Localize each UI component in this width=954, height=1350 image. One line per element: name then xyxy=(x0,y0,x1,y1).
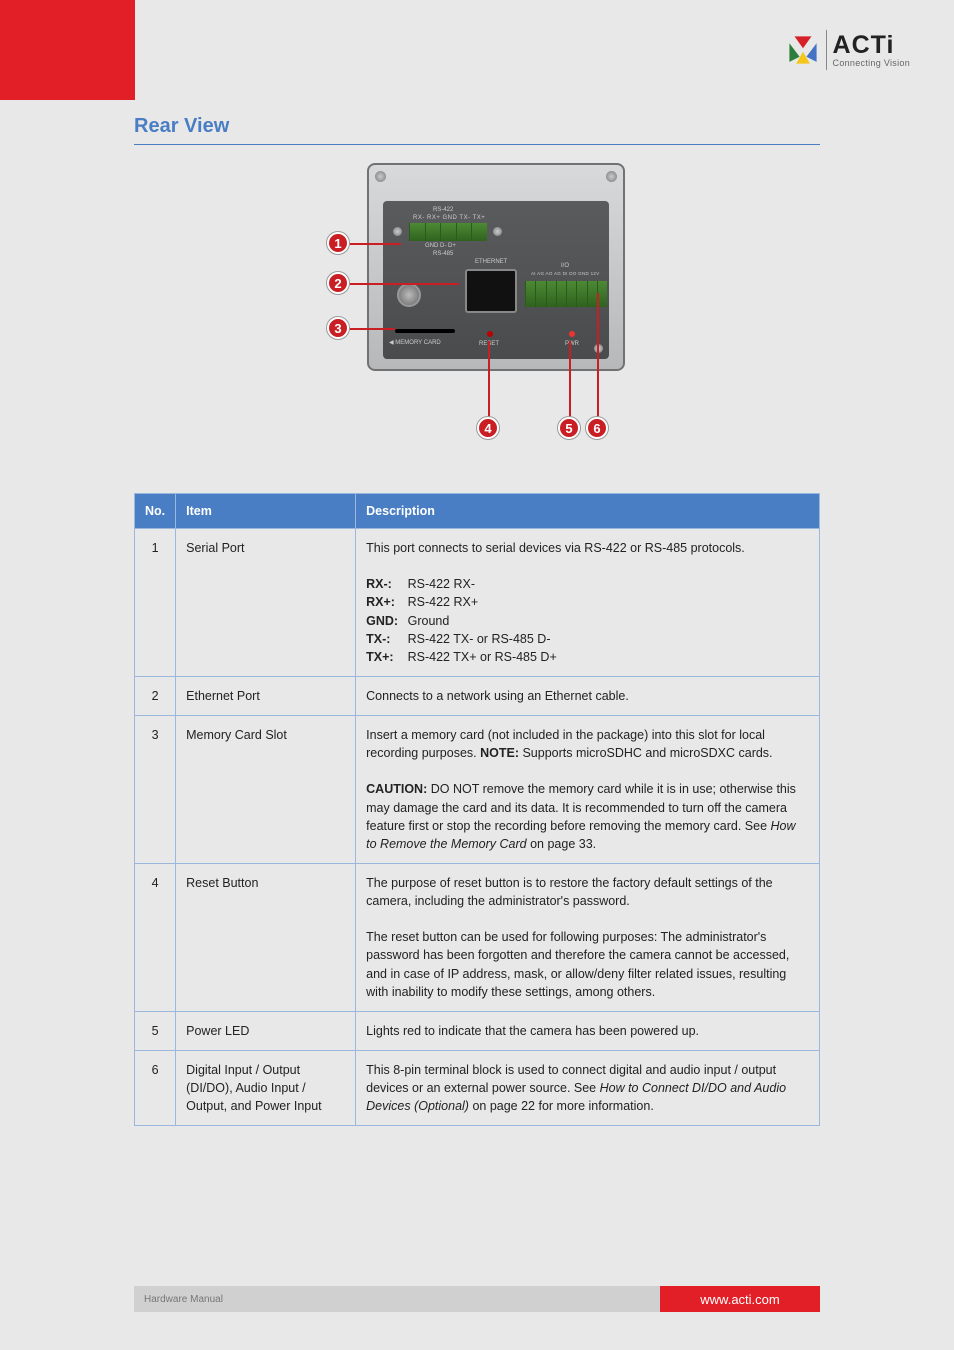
header-red-block xyxy=(0,0,135,100)
table-row: 6Digital Input / Output (DI/DO), Audio I… xyxy=(135,1050,820,1125)
device-panel: RS-422 RX- RX+ GND TX- TX+ GND D- D+ RS-… xyxy=(383,201,609,359)
col-no: No. xyxy=(135,494,176,529)
cell-desc: This port connects to serial devices via… xyxy=(356,529,820,677)
logo-brand-name: ACTi xyxy=(833,33,910,58)
cell-desc: This 8-pin terminal block is used to con… xyxy=(356,1050,820,1125)
screw-icon xyxy=(393,227,402,236)
callout-badge-4: 4 xyxy=(477,417,499,439)
cell-desc: Connects to a network using an Ethernet … xyxy=(356,676,820,715)
cell-item: Serial Port xyxy=(176,529,356,677)
cell-no: 6 xyxy=(135,1050,176,1125)
io-connector xyxy=(525,281,607,307)
cell-no: 3 xyxy=(135,716,176,864)
label-memcard: ◀ MEMORY CARD xyxy=(389,339,441,346)
label-io-pins: AI AG AO AG DI DO GND 12V xyxy=(531,271,600,276)
content-area: Rear View RS-422 RX- RX+ GND TX- TX+ GND… xyxy=(134,115,820,1126)
logo-tagline: Connecting Vision xyxy=(833,58,910,68)
table-row: 5Power LEDLights red to indicate that th… xyxy=(135,1011,820,1050)
diagram-container: RS-422 RX- RX+ GND TX- TX+ GND D- D+ RS-… xyxy=(134,163,820,463)
brand-logo: ACTi Connecting Vision xyxy=(786,30,910,70)
callout-line xyxy=(349,328,395,330)
callout-badge-1: 1 xyxy=(327,232,349,254)
screw-icon xyxy=(606,171,617,182)
label-pwr: PWR xyxy=(565,341,579,347)
screw-icon xyxy=(493,227,502,236)
cell-item: Ethernet Port xyxy=(176,676,356,715)
cell-item: Power LED xyxy=(176,1011,356,1050)
screw-icon xyxy=(594,344,603,353)
label-ethernet: ETHERNET xyxy=(475,259,507,265)
col-desc: Description xyxy=(356,494,820,529)
table-row: 2Ethernet PortConnects to a network usin… xyxy=(135,676,820,715)
label-rs422: RS-422 xyxy=(433,207,453,213)
power-led xyxy=(569,331,575,337)
parts-table: No. Item Description 1Serial PortThis po… xyxy=(134,493,820,1126)
callout-badge-6: 6 xyxy=(586,417,608,439)
label-rs485: RS-485 xyxy=(433,251,453,257)
serial-port-connector xyxy=(409,223,487,241)
callout-line xyxy=(349,243,401,245)
acti-logo-icon xyxy=(786,33,820,67)
ethernet-port xyxy=(465,269,517,313)
cell-item: Reset Button xyxy=(176,863,356,1011)
table-row: 1Serial PortThis port connects to serial… xyxy=(135,529,820,677)
cell-no: 4 xyxy=(135,863,176,1011)
footer-bar: Hardware Manual www.acti.com xyxy=(134,1286,820,1312)
callout-badge-5: 5 xyxy=(558,417,580,439)
screw-icon xyxy=(375,171,386,182)
callout-line xyxy=(597,293,599,417)
callout-line xyxy=(349,283,459,285)
col-item: Item xyxy=(176,494,356,529)
cell-desc: Lights red to indicate that the camera h… xyxy=(356,1011,820,1050)
table-row: 3Memory Card SlotInsert a memory card (n… xyxy=(135,716,820,864)
label-rs422-pins: RX- RX+ GND TX- TX+ xyxy=(413,215,485,221)
callout-line xyxy=(488,341,490,417)
device-chassis: RS-422 RX- RX+ GND TX- TX+ GND D- D+ RS-… xyxy=(367,163,625,371)
reset-button xyxy=(487,331,493,337)
memory-card-slot xyxy=(395,329,455,333)
callout-badge-2: 2 xyxy=(327,272,349,294)
section-title: Rear View xyxy=(134,115,820,138)
rear-view-diagram: RS-422 RX- RX+ GND TX- TX+ GND D- D+ RS-… xyxy=(327,163,627,463)
footer-docinfo: Hardware Manual xyxy=(134,1286,660,1312)
callout-badge-3: 3 xyxy=(327,317,349,339)
audio-jack xyxy=(397,283,421,307)
label-io: I/O xyxy=(561,263,569,269)
cell-desc: Insert a memory card (not included in th… xyxy=(356,716,820,864)
callout-line xyxy=(569,341,571,417)
table-row: 4Reset ButtonThe purpose of reset button… xyxy=(135,863,820,1011)
section-rule xyxy=(134,144,820,145)
footer-url: www.acti.com xyxy=(660,1286,820,1312)
cell-item: Digital Input / Output (DI/DO), Audio In… xyxy=(176,1050,356,1125)
label-rs485-pins: GND D- D+ xyxy=(425,243,456,249)
cell-no: 5 xyxy=(135,1011,176,1050)
logo-divider xyxy=(826,30,827,70)
cell-item: Memory Card Slot xyxy=(176,716,356,864)
cell-desc: The purpose of reset button is to restor… xyxy=(356,863,820,1011)
cell-no: 1 xyxy=(135,529,176,677)
cell-no: 2 xyxy=(135,676,176,715)
